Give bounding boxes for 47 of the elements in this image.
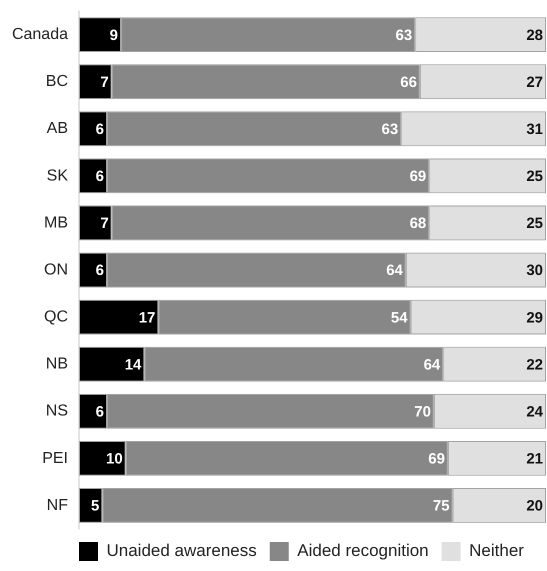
data-label: 30 [526, 262, 543, 280]
y-tick-label: BC [46, 73, 68, 90]
data-label: 25 [526, 215, 543, 232]
data-label: 64 [424, 356, 441, 374]
data-label: 14 [124, 356, 142, 374]
y-tick-label: QC [44, 308, 68, 326]
data-label: 27 [526, 74, 543, 91]
data-label: 69 [410, 168, 426, 186]
data-label: 5 [91, 498, 100, 515]
y-tick-label: NS [46, 402, 68, 420]
data-label: 6 [96, 120, 104, 138]
y-tick-label: MB [44, 214, 68, 232]
data-label: 54 [390, 309, 408, 326]
data-label: 64 [386, 262, 404, 280]
data-label: 7 [100, 215, 109, 232]
data-label: 63 [382, 120, 398, 138]
y-tick-label: ON [44, 261, 68, 278]
data-label: 68 [410, 215, 426, 232]
data-label: 17 [138, 309, 156, 326]
legend-label: Aided recognition [297, 541, 429, 560]
data-label: 31 [526, 120, 543, 138]
data-label: 69 [428, 450, 445, 468]
y-tick-label: NF [46, 496, 68, 514]
legend-label: Unaided awareness [106, 541, 257, 560]
y-tick-label: NB [46, 356, 68, 373]
data-label: 28 [526, 26, 543, 44]
data-label: 70 [414, 403, 431, 420]
data-label: 10 [106, 450, 123, 468]
y-tick-label: PEI [42, 450, 68, 467]
data-label: 21 [526, 450, 543, 468]
data-label: 7 [100, 74, 109, 91]
data-label: 75 [432, 498, 450, 515]
y-tick-label: SK [46, 167, 68, 184]
legend-label: Neither [469, 541, 524, 560]
y-tick-label: Canada [12, 26, 68, 44]
data-label: 25 [526, 168, 543, 186]
data-label: 6 [96, 168, 104, 186]
data-label: 22 [526, 356, 543, 374]
data-label: 66 [400, 74, 417, 91]
data-label: 6 [96, 262, 104, 280]
data-label: 63 [396, 26, 412, 44]
data-label: 9 [110, 26, 118, 44]
data-label: 6 [96, 403, 104, 420]
data-label: 20 [526, 498, 543, 515]
y-tick-label: AB [46, 120, 68, 138]
data-label: 24 [526, 403, 544, 420]
data-label: 29 [526, 309, 543, 326]
